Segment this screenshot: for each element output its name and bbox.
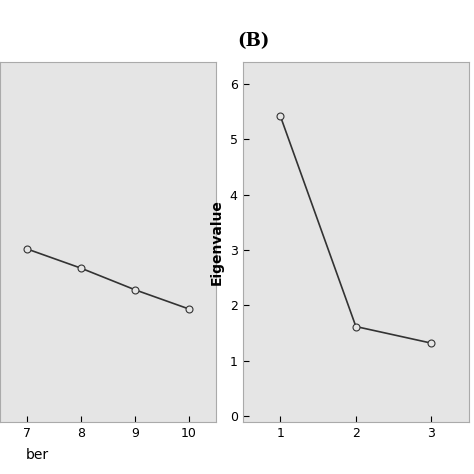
Text: (B): (B)	[237, 32, 270, 50]
Y-axis label: Eigenvalue: Eigenvalue	[210, 199, 224, 285]
Text: ber: ber	[26, 448, 49, 462]
